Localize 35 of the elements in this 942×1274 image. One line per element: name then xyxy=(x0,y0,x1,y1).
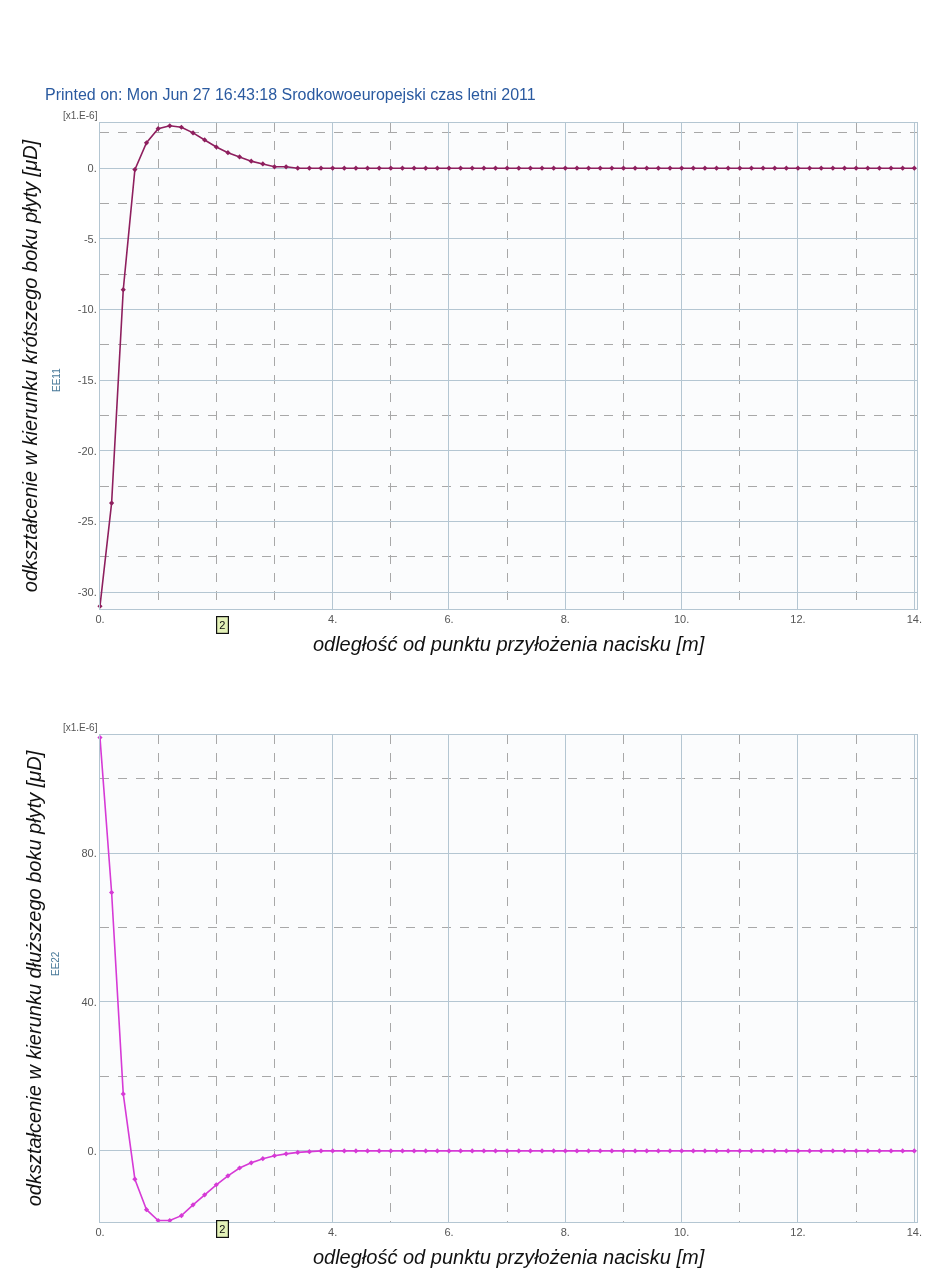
x-tick-label: 14. xyxy=(906,1226,922,1239)
y-axis-title: odkształcenie w kierunku krótszego boku płyty [μD] xyxy=(19,139,42,593)
x-tick-label: 4. xyxy=(328,613,338,626)
text: [x1.E-6] xyxy=(63,110,98,121)
y-tick-label: -25. xyxy=(77,515,97,528)
text: 2 xyxy=(219,1223,226,1236)
y-tick-label: 40. xyxy=(81,995,97,1008)
y-tick-label: 80. xyxy=(81,846,97,859)
text: [x1.E-6] xyxy=(63,722,98,733)
x-tick-label: 14. xyxy=(906,613,922,626)
x-tick-label: 12. xyxy=(790,613,806,626)
x-tick-label: 12. xyxy=(790,1226,806,1239)
x-tick-label: 6. xyxy=(444,1226,454,1239)
text: 2 xyxy=(219,619,226,632)
x-axis-title: odległość od punktu przyłożenia nacisku [m] xyxy=(312,1245,705,1268)
x-tick-label: 4. xyxy=(328,1226,338,1239)
x-tick-label: 8. xyxy=(560,1226,570,1239)
y-tick-label: -10. xyxy=(77,303,97,316)
text: EE11 xyxy=(51,367,63,393)
y-tick-label: 0. xyxy=(87,162,97,175)
chart-title: Printed on: Mon Jun 27 16:43:18 Srodkowoeuropejski czas letni 2011 xyxy=(45,86,536,103)
x-tick-label: 8. xyxy=(560,613,570,626)
x-tick-label: 6. xyxy=(444,613,454,626)
y-tick-label: -20. xyxy=(77,444,97,457)
y-tick-label: 0. xyxy=(87,1144,97,1157)
x-tick-label: 10. xyxy=(673,613,690,626)
x-tick-label: 0. xyxy=(95,1226,105,1239)
x-axis-title: odległość od punktu przyłożenia nacisku [m] xyxy=(312,632,705,655)
y-tick-label: -5. xyxy=(83,232,97,245)
text: EE22 xyxy=(50,951,62,977)
y-tick-label: -30. xyxy=(77,585,97,598)
y-tick-label: -15. xyxy=(77,373,97,386)
x-tick-label: 0. xyxy=(95,613,105,626)
y-axis-title: odkształcenie w kierunku dłuższego boku płyty [μD] xyxy=(22,750,45,1207)
x-tick-label: 10. xyxy=(673,1226,690,1239)
